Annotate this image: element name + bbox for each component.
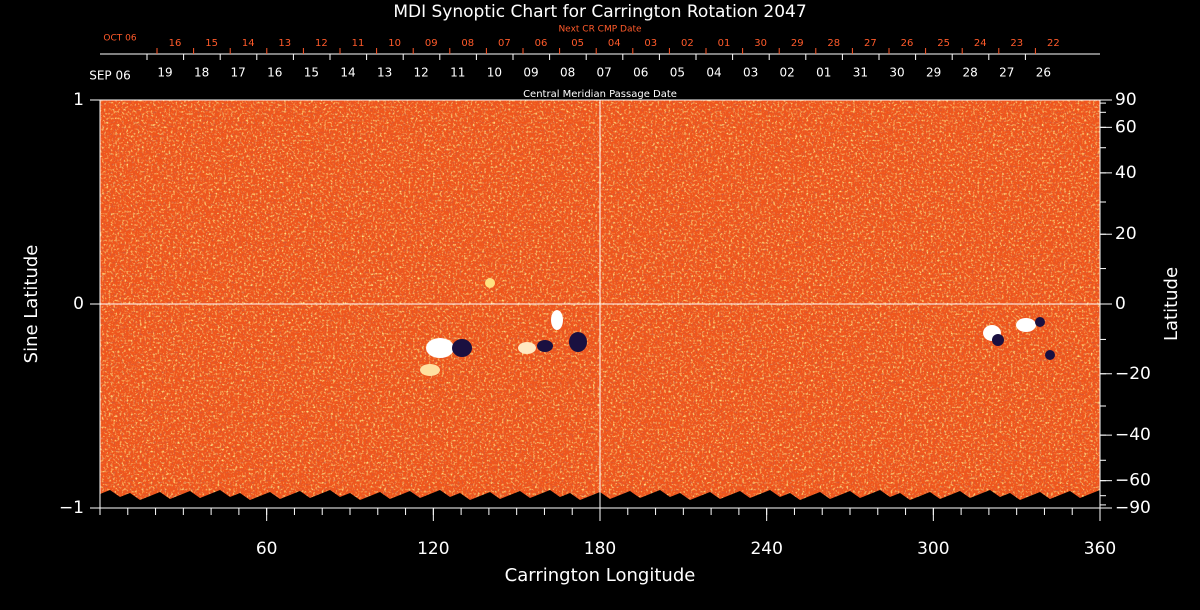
active-region xyxy=(452,339,472,357)
y-axis-label: Sine Latitude xyxy=(21,245,42,364)
next-cr-day: 16 xyxy=(169,38,182,49)
next-cr-day: 29 xyxy=(791,38,804,49)
chart-title: MDI Synoptic Chart for Carrington Rotati… xyxy=(393,2,806,22)
cmp-day: 07 xyxy=(597,66,612,80)
x-tick-label: 60 xyxy=(256,539,278,559)
cmp-day: 30 xyxy=(889,66,904,80)
active-region xyxy=(1016,318,1036,332)
next-cr-day: 10 xyxy=(388,38,401,49)
next-cr-day: 01 xyxy=(718,38,731,49)
active-region xyxy=(426,338,454,358)
next-cr-day: 14 xyxy=(242,38,255,49)
y-tick-label: 0 xyxy=(73,294,84,314)
next-cr-day: 02 xyxy=(681,38,694,49)
next-cr-day: 24 xyxy=(974,38,987,49)
cmp-day: 16 xyxy=(267,66,282,80)
active-region xyxy=(1035,317,1045,327)
next-cr-day: 13 xyxy=(278,38,291,49)
next-cr-day: 06 xyxy=(535,38,548,49)
y2-tick-label: 40 xyxy=(1115,163,1137,183)
next-cr-day: 23 xyxy=(1010,38,1023,49)
y2-tick-label: −40 xyxy=(1115,425,1151,445)
y2-tick-label: 20 xyxy=(1115,224,1137,244)
y2-axis-label: Latitude xyxy=(1161,267,1182,341)
cmp-day: 27 xyxy=(999,66,1014,80)
cmp-day: 04 xyxy=(706,66,721,80)
cmp-day: 29 xyxy=(926,66,941,80)
cmp-label: Central Meridian Passage Date xyxy=(523,89,677,100)
y-tick-label: 1 xyxy=(73,90,84,110)
next-cr-day: 30 xyxy=(754,38,767,49)
x-tick-label: 240 xyxy=(750,539,782,559)
active-region xyxy=(485,278,495,288)
cmp-day: 19 xyxy=(157,66,172,80)
cmp-day: 26 xyxy=(1036,66,1051,80)
cmp-start: SEP 06 xyxy=(89,69,131,83)
cmp-day: 18 xyxy=(194,66,209,80)
cmp-day: 03 xyxy=(743,66,758,80)
cmp-day: 10 xyxy=(487,66,502,80)
next-cr-day: 22 xyxy=(1047,38,1060,49)
active-region xyxy=(518,342,536,354)
next-cr-day: 11 xyxy=(352,38,365,49)
cmp-day: 28 xyxy=(963,66,978,80)
next-cr-label: Next CR CMP Date xyxy=(558,25,642,35)
x-tick-label: 120 xyxy=(417,539,449,559)
next-cr-day: 05 xyxy=(571,38,584,49)
next-cr-day: 07 xyxy=(498,38,511,49)
y2-tick-label: −20 xyxy=(1115,364,1151,384)
next-cr-day: 09 xyxy=(425,38,438,49)
x-axis-label: Carrington Longitude xyxy=(505,565,696,586)
x-tick-label: 180 xyxy=(584,539,616,559)
active-region xyxy=(420,364,440,376)
y2-tick-label: 60 xyxy=(1115,117,1137,137)
next-cr-day: 28 xyxy=(827,38,840,49)
active-region xyxy=(992,334,1004,346)
cmp-day: 17 xyxy=(231,66,246,80)
cmp-day: 15 xyxy=(304,66,319,80)
next-cr-day: 12 xyxy=(315,38,328,49)
active-region xyxy=(1045,350,1055,360)
y-tick-label: −1 xyxy=(59,498,84,518)
next-cr-day: 26 xyxy=(901,38,914,49)
active-region xyxy=(569,332,587,352)
next-cr-day: 08 xyxy=(461,38,474,49)
active-region xyxy=(537,340,553,352)
cmp-day: 12 xyxy=(414,66,429,80)
y2-tick-label: 90 xyxy=(1115,90,1137,110)
cmp-day: 11 xyxy=(450,66,465,80)
cmp-day: 13 xyxy=(377,66,392,80)
cmp-day: 06 xyxy=(633,66,648,80)
x-tick-label: 360 xyxy=(1084,539,1116,559)
next-cr-day: 04 xyxy=(608,38,621,49)
next-cr-start: OCT 06 xyxy=(103,34,136,44)
next-cr-day: 03 xyxy=(644,38,657,49)
next-cr-day: 25 xyxy=(937,38,950,49)
next-cr-day: 15 xyxy=(205,38,218,49)
cmp-day: 05 xyxy=(670,66,685,80)
cmp-day: 31 xyxy=(853,66,868,80)
next-cr-day: 27 xyxy=(864,38,877,49)
cmp-day: 09 xyxy=(523,66,538,80)
y2-tick-label: −90 xyxy=(1115,498,1151,518)
x-tick-label: 300 xyxy=(917,539,949,559)
y2-tick-label: 0 xyxy=(1115,294,1126,314)
y2-tick-label: −60 xyxy=(1115,471,1151,491)
cmp-day: 08 xyxy=(560,66,575,80)
cmp-day: 14 xyxy=(340,66,355,80)
cmp-day: 02 xyxy=(780,66,795,80)
active-region xyxy=(551,310,563,330)
cmp-day: 01 xyxy=(816,66,831,80)
